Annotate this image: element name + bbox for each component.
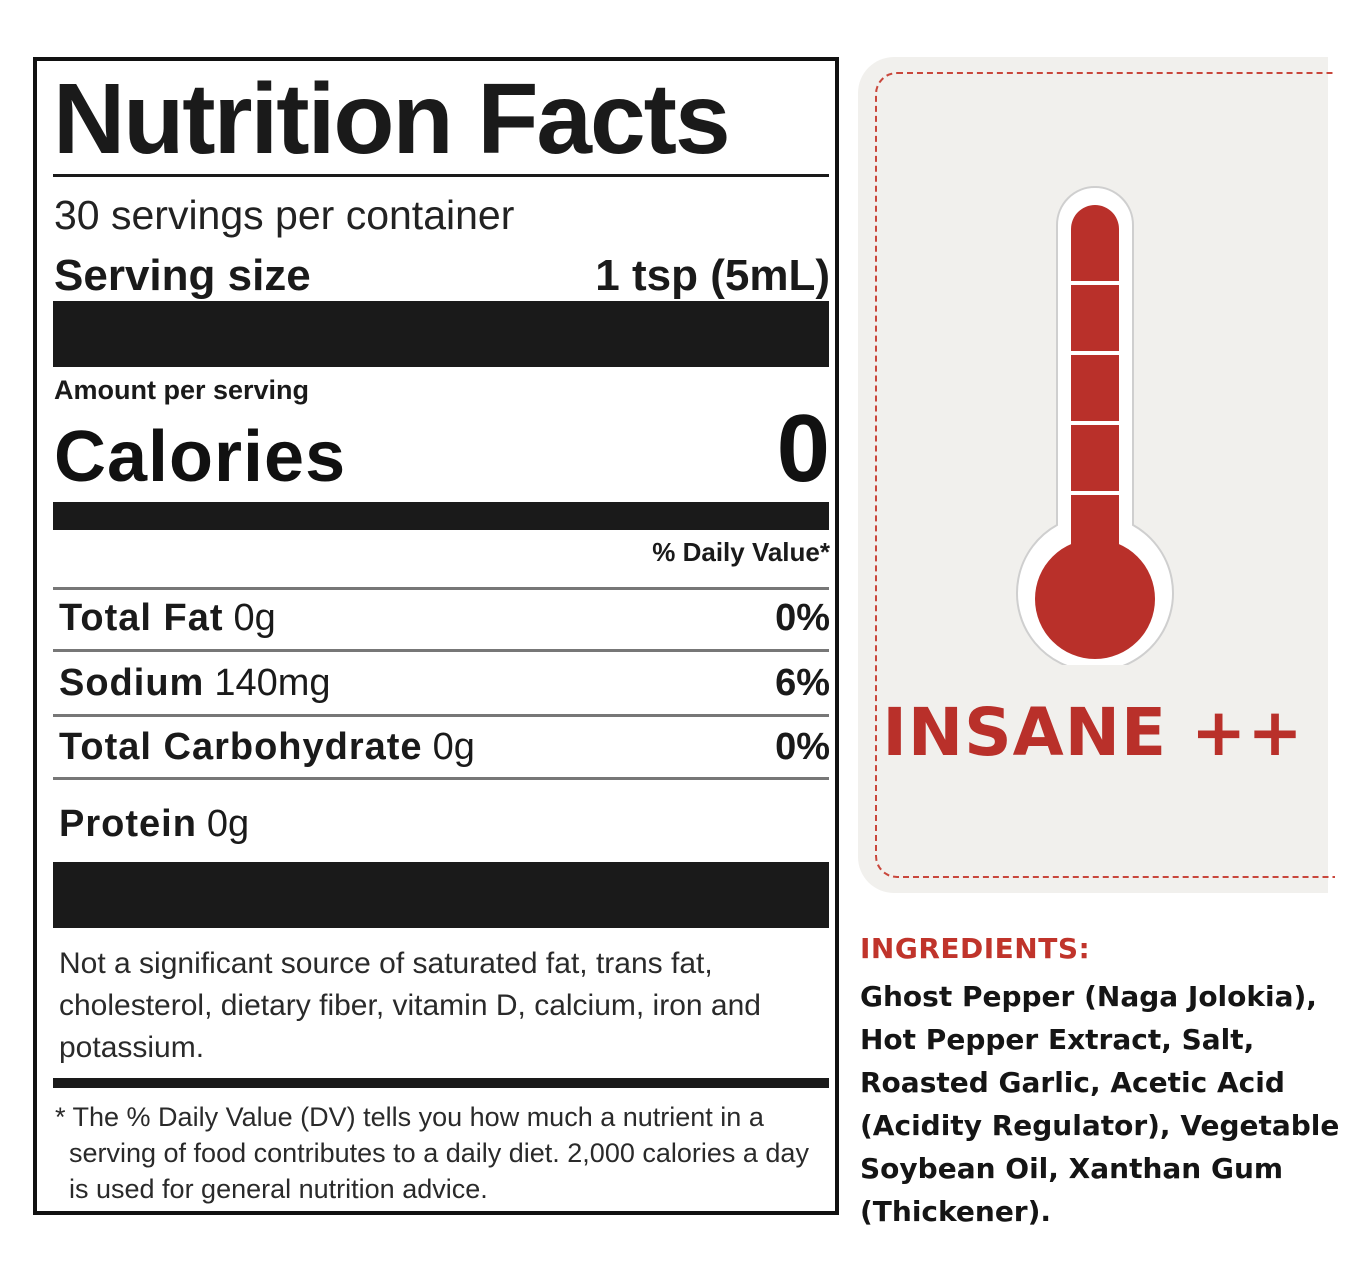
thick-divider [53, 862, 829, 928]
nutrient-amount: 140mg [214, 662, 331, 704]
amount-per-serving: Amount per serving [54, 375, 310, 405]
nutrient-row-sodium: Sodium 140mg 6% [59, 662, 830, 705]
calories-row: Calories 0 [54, 401, 830, 497]
label-title: Nutrition Facts [53, 63, 731, 175]
nutrient-amount: 0g [206, 803, 250, 845]
serving-size-value: 1 tsp (5mL) [595, 251, 830, 300]
nutrient-amount: 0g [233, 597, 276, 639]
nutrient-row-protein: Protein 0g [59, 803, 830, 846]
divider [53, 714, 829, 717]
thick-divider [53, 1078, 829, 1088]
thick-divider [53, 301, 829, 367]
nutrient-row-total-fat: Total Fat 0g 0% [59, 597, 830, 640]
calories-value: 0 [776, 395, 830, 502]
divider [53, 587, 829, 590]
nutrition-facts-label: Nutrition Facts 30 servings per containe… [33, 57, 839, 1215]
divider [53, 777, 829, 780]
nutrient-row-total-carbohydrate: Total Carbohydrate 0g 0% [59, 726, 830, 769]
divider [53, 649, 829, 652]
daily-value-header: % Daily Value* [652, 537, 830, 567]
daily-value-footnote: * The % Daily Value (DV) tells you how m… [55, 1102, 809, 1204]
nutrient-name: Total Carbohydrate [59, 726, 423, 768]
heat-card-dashed-border [875, 72, 1335, 878]
heat-level-text: INSANE ++ [882, 694, 1304, 771]
nutrient-name: Sodium [59, 662, 205, 704]
nutrient-daily-value: 0% [775, 726, 830, 768]
nutrient-amount: 0g [432, 726, 475, 768]
serving-size-label: Serving size [54, 251, 311, 300]
thermometer-icon [1016, 186, 1174, 665]
serving-size-row: Serving size 1 tsp (5mL) [54, 251, 830, 301]
ingredients-list: Ghost Pepper (Naga Jolokia), Hot Pepper … [860, 980, 1340, 1228]
calories-label: Calories [54, 416, 347, 497]
servings-per-container: 30 servings per container [54, 192, 515, 238]
thick-divider [53, 502, 829, 530]
nutrient-daily-value: 6% [775, 662, 830, 704]
disclaimer-text: Not a significant source of saturated fa… [59, 947, 761, 1064]
divider [53, 174, 829, 177]
nutrient-name: Protein [59, 803, 197, 845]
ingredients-title: INGREDIENTS: [860, 932, 1091, 965]
nutrient-name: Total Fat [59, 597, 224, 639]
nutrient-daily-value: 0% [775, 597, 830, 639]
